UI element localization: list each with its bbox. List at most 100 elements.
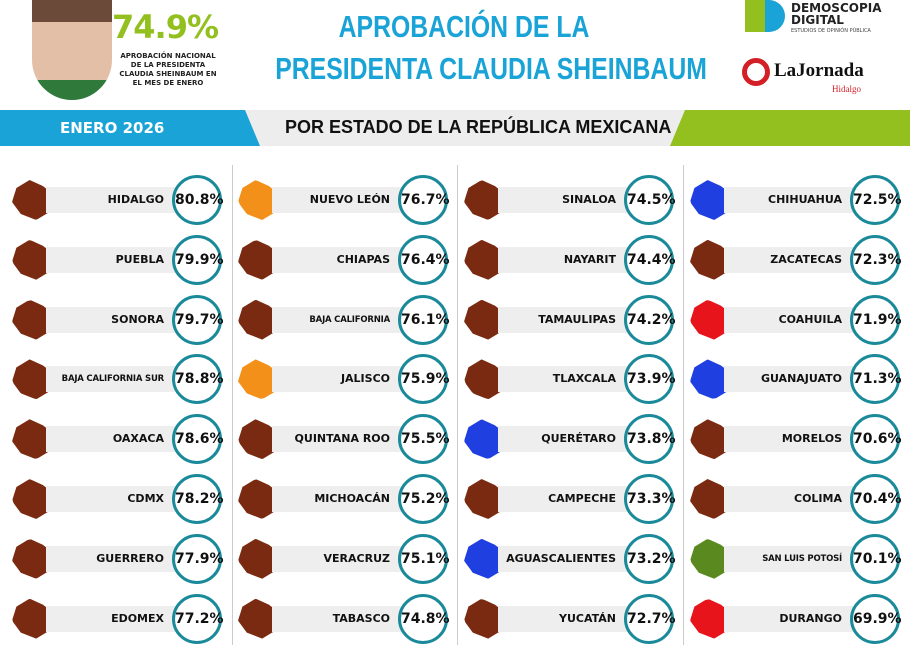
state-row: COAHUILA 71.9% — [686, 294, 908, 346]
state-name: CHIHUAHUA — [724, 187, 874, 213]
state-name: YUCATÁN — [498, 605, 648, 632]
approval-badge: 69.9% — [850, 593, 902, 644]
demoscopia-tagline: ESTUDIOS DE OPINIÓN PÚBLICA — [791, 28, 871, 34]
state-name: COLIMA — [724, 486, 874, 512]
state-name: VERACRUZ — [272, 545, 422, 572]
approval-badge: 77.2% — [172, 593, 224, 644]
demoscopia-name: DEMOSCOPIA — [791, 1, 882, 15]
state-row: SAN LUIS POTOSÍ 70.1% — [686, 533, 908, 585]
national-approval-label: APROBACIÓN NACIONAL DE LA PRESIDENTA CLA… — [119, 52, 217, 87]
approval-badge: 78.2% — [172, 474, 224, 524]
approval-badge: 74.4% — [624, 234, 676, 285]
divider — [457, 165, 458, 645]
approval-badge: 76.7% — [398, 175, 450, 225]
state-name: DURANGO — [724, 605, 874, 632]
approval-badge: 73.2% — [624, 533, 676, 584]
state-name: GUERRERO — [46, 545, 196, 572]
state-row: BAJA CALIFORNIA SUR 78.8% — [8, 353, 230, 405]
state-row: CHIHUAHUA 72.5% — [686, 174, 908, 226]
approval-badge: 74.8% — [398, 593, 450, 644]
state-row: SONORA 79.7% — [8, 294, 230, 346]
state-name: CHIAPAS — [272, 246, 422, 273]
state-row: HIDALGO 80.8% — [8, 174, 230, 226]
state-name: BAJA CALIFORNIA — [272, 306, 422, 333]
state-name: ZACATECAS — [724, 246, 874, 273]
state-name: CAMPECHE — [498, 486, 648, 512]
approval-badge: 70.4% — [850, 474, 902, 524]
approval-badge: 79.7% — [172, 294, 224, 345]
state-name: SAN LUIS POTOSÍ — [724, 545, 874, 572]
state-name: QUERÉTARO — [498, 426, 648, 453]
state-name: SINALOA — [498, 187, 648, 213]
state-row: COLIMA 70.4% — [686, 473, 908, 525]
approval-badge: 71.9% — [850, 294, 902, 345]
approval-badge: 70.1% — [850, 533, 902, 584]
state-name: NAYARIT — [498, 246, 648, 273]
state-name: PUEBLA — [46, 246, 196, 273]
state-name: AGUASCALIENTES — [498, 545, 648, 572]
approval-badge: 75.1% — [398, 533, 450, 584]
state-name: EDOMEX — [46, 605, 196, 632]
green-band — [670, 110, 910, 146]
state-row: AGUASCALIENTES 73.2% — [460, 533, 682, 585]
sun-icon — [742, 58, 770, 86]
approval-badge: 78.6% — [172, 414, 224, 465]
state-name: TLAXCALA — [498, 366, 648, 393]
page-title: APROBACIÓN DE LA PRESIDENTA CLAUDIA SHEI… — [228, 6, 707, 90]
state-row: CDMX 78.2% — [8, 473, 230, 525]
demoscopia-logo: DEMOSCOPIA DIGITAL ESTUDIOS DE OPINIÓN PÚ… — [745, 0, 910, 36]
state-row: VERACRUZ 75.1% — [234, 533, 456, 585]
approval-badge: 73.9% — [624, 354, 676, 405]
state-row: EDOMEX 77.2% — [8, 593, 230, 645]
approval-badge: 79.9% — [172, 234, 224, 285]
state-row: YUCATÁN 72.7% — [460, 593, 682, 645]
demoscopia-d-icon — [745, 0, 785, 32]
state-row: GUERRERO 77.9% — [8, 533, 230, 585]
state-row: MORELOS 70.6% — [686, 413, 908, 465]
jornada-sub: Hidalgo — [832, 84, 861, 94]
approval-badge: 76.1% — [398, 294, 450, 345]
state-row: CHIAPAS 76.4% — [234, 234, 456, 286]
blue-band — [0, 110, 260, 146]
approval-badge: 72.7% — [624, 593, 676, 644]
jornada-name: LaJornada — [774, 60, 864, 81]
state-row: SINALOA 74.5% — [460, 174, 682, 226]
state-row: BAJA CALIFORNIA 76.1% — [234, 294, 456, 346]
approval-badge: 74.2% — [624, 294, 676, 345]
state-row: CAMPECHE 73.3% — [460, 473, 682, 525]
approval-badge: 77.9% — [172, 533, 224, 584]
state-name: HIDALGO — [46, 187, 196, 213]
approval-badge: 80.8% — [172, 175, 224, 225]
approval-badge: 73.3% — [624, 474, 676, 524]
title-line-2: PRESIDENTA CLAUDIA SHEINBAUM — [275, 51, 707, 86]
state-row: MICHOACÁN 75.2% — [234, 473, 456, 525]
state-name: TAMAULIPAS — [498, 306, 648, 333]
state-name: JALISCO — [272, 366, 422, 393]
state-name: NUEVO LEÓN — [272, 187, 422, 213]
approval-badge: 73.8% — [624, 414, 676, 465]
title-line-1: APROBACIÓN DE LA — [338, 9, 590, 44]
state-row: JALISCO 75.9% — [234, 353, 456, 405]
approval-badge: 75.5% — [398, 414, 450, 465]
state-name: COAHUILA — [724, 306, 874, 333]
approval-badge: 72.5% — [850, 175, 902, 225]
state-name: GUANAJUATO — [724, 366, 874, 393]
state-row: NUEVO LEÓN 76.7% — [234, 174, 456, 226]
month-label: ENERO 2026 — [60, 119, 165, 137]
state-row: TABASCO 74.8% — [234, 593, 456, 645]
approval-badge: 75.9% — [398, 354, 450, 405]
approval-badge: 74.5% — [624, 175, 676, 225]
state-name: SONORA — [46, 306, 196, 333]
approval-badge: 72.3% — [850, 234, 902, 285]
state-name: TABASCO — [272, 605, 422, 632]
state-row: GUANAJUATO 71.3% — [686, 353, 908, 405]
state-row: QUERÉTARO 73.8% — [460, 413, 682, 465]
approval-badge: 70.6% — [850, 414, 902, 465]
state-row: TAMAULIPAS 74.2% — [460, 294, 682, 346]
approval-badge: 78.8% — [172, 354, 224, 405]
header-band: ENERO 2026 POR ESTADO DE LA REPÚBLICA ME… — [0, 110, 910, 146]
state-name: MICHOACÁN — [272, 486, 422, 512]
subtitle: POR ESTADO DE LA REPÚBLICA MEXICANA — [285, 117, 672, 137]
state-row: QUINTANA ROO 75.5% — [234, 413, 456, 465]
approval-badge: 76.4% — [398, 234, 450, 285]
